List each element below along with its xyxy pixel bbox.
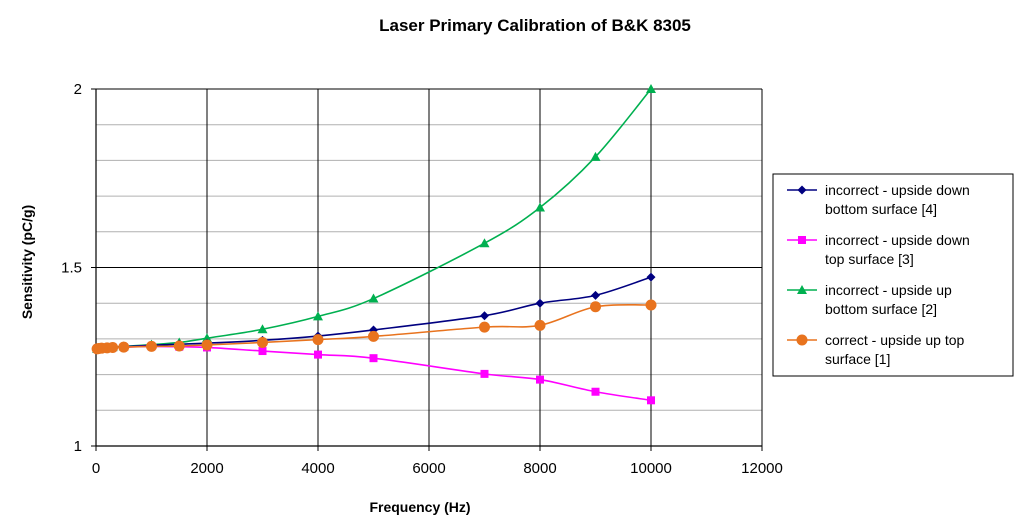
- legend-entry-text: top surface [3]: [825, 251, 914, 267]
- series-2: [93, 342, 655, 405]
- legend-entry-text: bottom surface [4]: [825, 201, 937, 217]
- x-tick-label: 4000: [301, 460, 334, 477]
- legend-entry-text: correct - upside up top: [825, 332, 965, 348]
- legend-box: [772, 173, 1014, 377]
- series-line: [96, 88, 652, 350]
- data-point: [107, 341, 119, 353]
- data-point: [146, 340, 157, 352]
- legend-swatch-marker: [798, 236, 806, 244]
- data-point: [369, 354, 378, 363]
- legend: incorrect - upside down bottom surface [4…: [772, 173, 1014, 377]
- data-point: [535, 202, 545, 212]
- data-point: [368, 330, 379, 342]
- data-point: [591, 387, 600, 396]
- x-axis-label: Frequency (Hz): [369, 499, 470, 515]
- legend-entry-text: incorrect - upside up: [825, 282, 952, 298]
- data-point: [313, 311, 323, 321]
- data-point: [647, 396, 655, 405]
- y-tick-label: 2: [74, 81, 82, 98]
- data-point: [590, 151, 601, 161]
- data-point: [314, 350, 322, 359]
- x-tick-label: 12000: [741, 460, 783, 477]
- plot-area: 0 2000 4000 6000 8000 10000 12000 1 1.5 2: [61, 81, 783, 477]
- data-point: [536, 375, 544, 384]
- data-point: [201, 339, 213, 351]
- legend-entry-text: incorrect - upside down: [825, 182, 970, 198]
- data-point: [257, 336, 268, 348]
- data-point: [479, 238, 490, 248]
- legend-entry-text: incorrect - upside down: [825, 232, 970, 248]
- data-point: [118, 341, 130, 353]
- chart-title: Laser Primary Calibration of B&K 8305: [379, 16, 691, 35]
- data-point: [534, 319, 546, 331]
- data-point: [646, 272, 656, 282]
- x-tick-label: 10000: [630, 460, 672, 477]
- legend-swatch-marker: [797, 185, 807, 195]
- data-point: [590, 301, 601, 313]
- y-tick-label: 1.5: [61, 260, 82, 277]
- data-point: [645, 299, 657, 311]
- data-point: [312, 334, 324, 346]
- data-point: [479, 321, 490, 333]
- data-point: [258, 347, 267, 356]
- legend-swatch-marker: [797, 285, 807, 294]
- data-point: [257, 324, 268, 334]
- x-tick-label: 6000: [412, 460, 445, 477]
- data-point: [480, 369, 489, 378]
- y-tick-label: 1: [74, 438, 82, 455]
- data-point: [646, 84, 656, 93]
- legend-swatch-marker: [796, 334, 808, 346]
- data-point: [480, 311, 489, 321]
- data-point: [173, 340, 185, 352]
- x-tick-label: 0: [92, 460, 100, 477]
- x-tick-label: 8000: [523, 460, 556, 477]
- series-4: [91, 299, 657, 355]
- legend-entry-text: surface [1]: [825, 351, 890, 367]
- legend-entry-text: bottom surface [2]: [825, 301, 937, 317]
- data-point: [202, 333, 212, 343]
- y-axis-label: Sensitivity (pC/g): [19, 205, 35, 319]
- data-point: [368, 293, 379, 303]
- data-point: [591, 290, 600, 300]
- data-point: [535, 298, 545, 308]
- x-tick-label: 2000: [190, 460, 223, 477]
